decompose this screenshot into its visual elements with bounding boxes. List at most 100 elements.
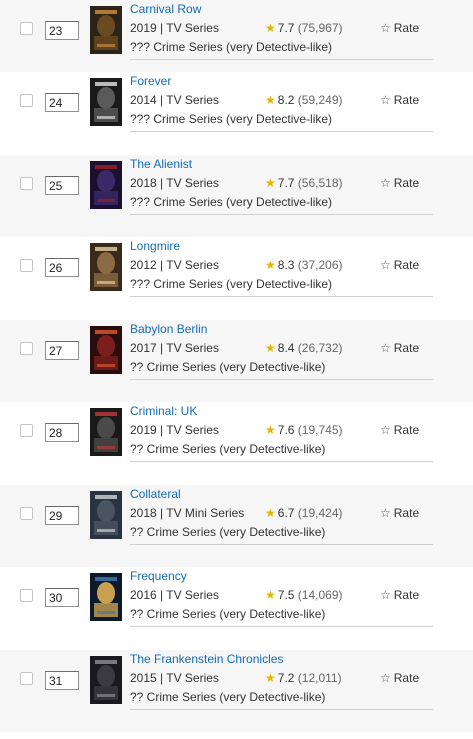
rate-button[interactable]: ☆ Rate	[380, 21, 419, 35]
position-input[interactable]: 24	[45, 93, 79, 112]
rate-button[interactable]: ☆ Rate	[380, 176, 419, 190]
poster-image[interactable]	[90, 573, 122, 621]
rate-label: Rate	[393, 671, 420, 685]
select-checkbox[interactable]	[20, 672, 33, 685]
star-outline-icon: ☆	[380, 588, 391, 602]
title-link[interactable]: The Alienist	[130, 157, 193, 171]
star-icon: ★	[265, 93, 276, 107]
rate-label: Rate	[393, 176, 420, 190]
position-input[interactable]: 31	[45, 671, 79, 690]
divider	[130, 131, 433, 132]
divider	[130, 296, 433, 297]
imdb-rating: ★ 8.2 (59,249)	[265, 93, 343, 107]
rate-label: Rate	[393, 21, 420, 35]
select-checkbox[interactable]	[20, 342, 33, 355]
imdb-rating: ★ 7.5 (14,069)	[265, 588, 343, 602]
divider	[130, 709, 433, 710]
description: ?? Crime Series (very Detective-like)	[130, 360, 326, 374]
title-link[interactable]: The Frankenstein Chronicles	[130, 652, 284, 666]
poster-image[interactable]	[90, 6, 122, 54]
vote-count: (14,069)	[297, 588, 343, 602]
select-checkbox[interactable]	[20, 507, 33, 520]
poster-image[interactable]	[90, 408, 122, 456]
poster-image[interactable]	[90, 78, 122, 126]
list-item: 25 The Alienist 2018 | TV Series ★ 7.7 (5…	[0, 155, 473, 237]
description: ?? Crime Series (very Detective-like)	[130, 607, 326, 621]
imdb-rating: ★ 6.7 (19,424)	[265, 506, 343, 520]
rate-button[interactable]: ☆ Rate	[380, 506, 419, 520]
list-item: 27 Babylon Berlin 2017 | TV Series ★ 8.4 …	[0, 320, 473, 402]
select-checkbox[interactable]	[20, 177, 33, 190]
poster-image[interactable]	[90, 326, 122, 374]
star-outline-icon: ☆	[380, 93, 391, 107]
title-link[interactable]: Forever	[130, 74, 172, 88]
list-item: 31 The Frankenstein Chronicles 2015 | TV…	[0, 650, 473, 732]
star-outline-icon: ☆	[380, 423, 391, 437]
rating-value: 8.4	[277, 341, 295, 355]
position-input[interactable]: 28	[45, 423, 79, 442]
list-item: 30 Frequency 2016 | TV Series ★ 7.5 (14,0…	[0, 567, 473, 649]
rate-button[interactable]: ☆ Rate	[380, 341, 419, 355]
rate-button[interactable]: ☆ Rate	[380, 588, 419, 602]
rating-value: 6.7	[277, 506, 295, 520]
title-link[interactable]: Babylon Berlin	[130, 322, 208, 336]
divider	[130, 544, 433, 545]
select-checkbox[interactable]	[20, 259, 33, 272]
year-type: 2018 | TV Mini Series	[130, 506, 245, 520]
year-type: 2018 | TV Series	[130, 176, 219, 190]
position-input[interactable]: 29	[45, 506, 79, 525]
poster-image[interactable]	[90, 491, 122, 539]
star-icon: ★	[265, 21, 276, 35]
year-type: 2019 | TV Series	[130, 21, 219, 35]
rate-button[interactable]: ☆ Rate	[380, 423, 419, 437]
rate-label: Rate	[393, 506, 420, 520]
select-checkbox[interactable]	[20, 589, 33, 602]
rating-value: 8.2	[277, 93, 295, 107]
poster-image[interactable]	[90, 656, 122, 704]
description: ??? Crime Series (very Detective-like)	[130, 112, 333, 126]
rating-value: 7.2	[277, 671, 295, 685]
position-input[interactable]: 23	[45, 21, 79, 40]
year-type: 2012 | TV Series	[130, 258, 219, 272]
rate-button[interactable]: ☆ Rate	[380, 93, 419, 107]
imdb-rating: ★ 7.7 (75,967)	[265, 21, 343, 35]
vote-count: (37,206)	[297, 258, 343, 272]
star-icon: ★	[265, 506, 276, 520]
select-checkbox[interactable]	[20, 94, 33, 107]
poster-image[interactable]	[90, 243, 122, 291]
position-input[interactable]: 26	[45, 258, 79, 277]
rating-value: 7.5	[277, 588, 295, 602]
title-link[interactable]: Longmire	[130, 239, 181, 253]
star-outline-icon: ☆	[380, 21, 391, 35]
star-icon: ★	[265, 258, 276, 272]
vote-count: (26,732)	[297, 341, 343, 355]
description: ??? Crime Series (very Detective-like)	[130, 40, 333, 54]
description: ??? Crime Series (very Detective-like)	[130, 277, 333, 291]
select-checkbox[interactable]	[20, 22, 33, 35]
vote-count: (19,424)	[297, 506, 343, 520]
poster-image[interactable]	[90, 161, 122, 209]
position-input[interactable]: 30	[45, 588, 79, 607]
year-type: 2014 | TV Series	[130, 93, 219, 107]
rating-value: 7.7	[277, 21, 295, 35]
rate-label: Rate	[393, 341, 420, 355]
position-input[interactable]: 25	[45, 176, 79, 195]
title-link[interactable]: Frequency	[130, 569, 187, 583]
divider	[130, 626, 433, 627]
imdb-rating: ★ 8.4 (26,732)	[265, 341, 343, 355]
year-type: 2015 | TV Series	[130, 671, 219, 685]
star-icon: ★	[265, 341, 276, 355]
title-link[interactable]: Criminal: UK	[130, 404, 198, 418]
title-link[interactable]: Collateral	[130, 487, 181, 501]
divider	[130, 214, 433, 215]
year-type: 2019 | TV Series	[130, 423, 219, 437]
title-link[interactable]: Carnival Row	[130, 2, 202, 16]
select-checkbox[interactable]	[20, 424, 33, 437]
position-input[interactable]: 27	[45, 341, 79, 360]
rate-button[interactable]: ☆ Rate	[380, 671, 419, 685]
star-outline-icon: ☆	[380, 506, 391, 520]
rate-button[interactable]: ☆ Rate	[380, 258, 419, 272]
list-item: 24 Forever 2014 | TV Series ★ 8.2 (59,249…	[0, 72, 473, 154]
rating-value: 8.3	[277, 258, 295, 272]
